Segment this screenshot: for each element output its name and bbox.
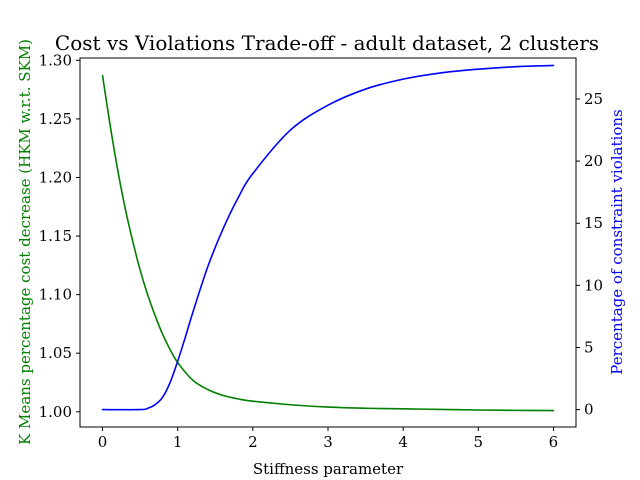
y-right-tick-label: 20: [584, 152, 603, 170]
y-right-tick-label: 15: [584, 214, 603, 232]
y-left-tick-label: 1.00: [39, 403, 72, 421]
y-left-axis-label: K Means percentage cost decrease (HKM w.…: [16, 39, 34, 445]
series-layer: [101, 64, 555, 412]
x-axis-ticks: 0 1 2 3 4 5 6: [98, 427, 558, 451]
x-tick-label: 0: [98, 433, 108, 451]
x-tick-label: 3: [323, 433, 333, 451]
x-axis-label: Stiffness parameter: [253, 460, 404, 478]
cost-decrease-series-line: [101, 74, 555, 412]
y-left-tick-label: 1.30: [39, 51, 72, 69]
x-tick-label: 6: [549, 433, 559, 451]
x-tick-label: 4: [398, 433, 408, 451]
y-right-tick-label: 5: [584, 338, 594, 356]
y-right-tick-label: 25: [584, 90, 603, 108]
plot-frame: [79, 57, 577, 428]
y-left-tick-label: 1.15: [39, 227, 72, 245]
y-right-tick-label: 0: [584, 401, 594, 419]
y-left-axis-ticks: 1.00 1.05 1.10 1.15 1.20 1.25 1.30: [39, 51, 80, 421]
y-right-tick-label: 10: [584, 276, 603, 294]
x-tick-label: 2: [248, 433, 258, 451]
chart-title: Cost vs Violations Trade-off - adult dat…: [55, 31, 599, 55]
y-left-tick-label: 1.05: [39, 344, 72, 362]
y-left-tick-label: 1.20: [39, 168, 72, 186]
y-right-axis-label: Percentage of constraint violations: [608, 109, 626, 374]
x-tick-label: 5: [474, 433, 484, 451]
violations-series-line: [101, 64, 555, 411]
y-left-tick-label: 1.10: [39, 286, 72, 304]
y-left-tick-label: 1.25: [39, 110, 72, 128]
x-tick-label: 1: [173, 433, 183, 451]
y-right-axis-ticks: 0 5 10 15 20 25: [576, 90, 603, 419]
